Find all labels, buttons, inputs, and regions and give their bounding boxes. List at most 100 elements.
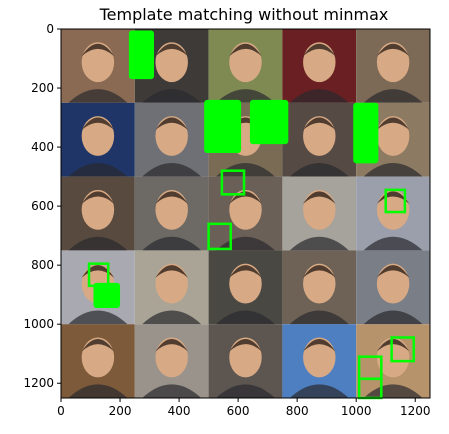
image-tile	[208, 250, 283, 325]
face-shape	[81, 337, 115, 378]
shoulders-shape	[142, 162, 202, 177]
face-shape	[229, 263, 262, 304]
detection-box	[87, 262, 110, 288]
shoulders-shape	[142, 384, 202, 398]
image-tile	[134, 29, 209, 103]
image-tile	[134, 176, 209, 251]
shoulders-shape	[142, 236, 202, 251]
filled-detection	[204, 99, 242, 153]
y-tick-label: 600	[31, 199, 54, 213]
face-shape	[155, 189, 188, 230]
detection-box	[207, 222, 232, 251]
image-tile	[282, 250, 357, 325]
shoulders-shape	[289, 310, 349, 325]
face-shape	[155, 263, 188, 304]
face-shape	[155, 337, 188, 378]
hair-shape	[376, 117, 410, 131]
x-tick-label: 600	[227, 404, 250, 418]
hair-shape	[303, 265, 336, 278]
image-tile	[282, 102, 357, 177]
filled-detection	[128, 30, 154, 80]
image-tile	[282, 29, 357, 103]
plot-area	[61, 29, 430, 398]
shoulders-shape	[142, 89, 202, 103]
shoulders-shape	[289, 236, 349, 251]
shoulders-shape	[215, 310, 276, 325]
y-tick-label: 0	[46, 22, 54, 36]
x-axis: 0 200 400 600 800 1000 1200	[57, 398, 431, 418]
x-tick-label: 400	[168, 404, 191, 418]
shoulders-shape	[363, 236, 423, 251]
y-axis: 0 200 400 600 800 1000 1200	[23, 22, 61, 390]
hair-shape	[155, 117, 188, 131]
detection-box	[220, 169, 246, 196]
detection-box	[390, 336, 416, 363]
face-shape	[229, 337, 262, 378]
hair-shape	[155, 43, 188, 57]
shoulders-shape	[68, 162, 128, 177]
face-shape	[229, 42, 262, 83]
hair-shape	[376, 43, 410, 57]
x-tick-label: 800	[286, 404, 309, 418]
shoulders-shape	[215, 89, 276, 103]
y-tick-label: 1200	[23, 376, 54, 390]
face-shape	[303, 263, 336, 304]
y-tick-label: 200	[31, 81, 54, 95]
face-shape	[155, 116, 188, 156]
shoulders-shape	[289, 384, 349, 398]
detection-box	[384, 188, 407, 214]
y-tick-label: 1000	[23, 317, 54, 331]
hair-shape	[81, 43, 115, 57]
hair-shape	[303, 191, 336, 204]
image-tile	[208, 176, 283, 251]
image-tile	[61, 176, 135, 251]
chart-title: Template matching without minmax	[99, 5, 389, 24]
image-tile	[208, 324, 283, 398]
image-tile	[61, 29, 135, 103]
x-tick-label: 0	[57, 404, 65, 418]
shoulders-shape	[289, 89, 349, 103]
image-tile	[356, 29, 430, 103]
image-tile	[356, 250, 430, 325]
shoulders-shape	[363, 384, 423, 398]
face-shape	[376, 337, 410, 378]
hair-shape	[155, 338, 188, 352]
shoulders-shape	[68, 310, 128, 325]
hair-shape	[376, 338, 410, 352]
image-tile	[282, 324, 357, 398]
face-shape	[229, 189, 262, 230]
filled-detection	[249, 99, 289, 145]
hair-shape	[303, 117, 336, 131]
face-shape	[303, 189, 336, 230]
image-tile	[356, 176, 430, 251]
filled-detection	[93, 282, 121, 308]
face-shape	[155, 42, 188, 83]
face-shape	[303, 42, 336, 83]
face-shape	[303, 337, 336, 378]
hair-shape	[155, 191, 188, 204]
image-tile	[134, 324, 209, 398]
shoulders-shape	[363, 162, 423, 177]
hair-shape	[81, 191, 115, 204]
image-tile	[134, 250, 209, 325]
detection-overlay	[87, 30, 416, 400]
hair-shape	[303, 43, 336, 57]
y-tick-label: 400	[31, 140, 54, 154]
image-tile	[208, 29, 283, 103]
axes-frame	[60, 28, 431, 399]
filled-detection	[353, 102, 379, 164]
face-shape	[376, 42, 410, 83]
y-tick-label: 800	[31, 258, 54, 272]
face-shape	[81, 189, 115, 230]
image-tile	[61, 102, 135, 177]
hair-shape	[229, 43, 262, 57]
shoulders-shape	[363, 89, 423, 103]
hair-shape	[376, 265, 410, 278]
image-tile	[134, 102, 209, 177]
shoulders-shape	[68, 89, 128, 103]
hair-shape	[229, 265, 262, 278]
face-shape	[303, 116, 336, 156]
x-tick-label: 1000	[341, 404, 372, 418]
image-tile	[61, 324, 135, 398]
